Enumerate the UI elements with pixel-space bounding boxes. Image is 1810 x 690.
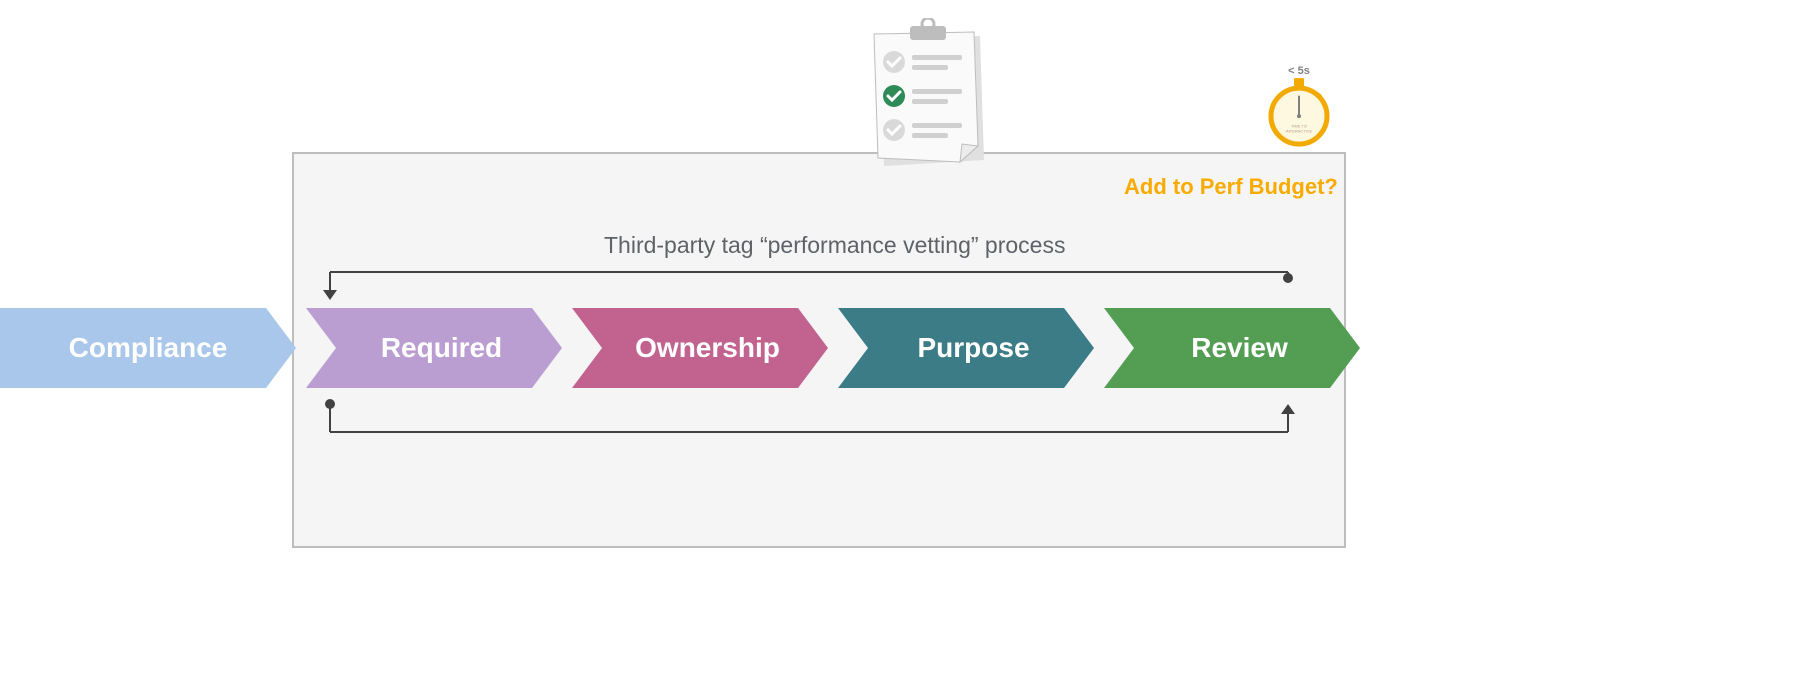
step-ownership: Ownership: [572, 308, 828, 388]
step-compliance: Compliance: [0, 308, 296, 388]
step-review: Review: [1104, 308, 1360, 388]
perf-budget-label: Add to Perf Budget?: [1124, 174, 1338, 200]
diagram-stage: Third-party tag “performance vetting” pr…: [0, 0, 1810, 690]
process-title: Third-party tag “performance vetting” pr…: [604, 232, 1065, 259]
step-required: Required: [306, 308, 562, 388]
step-label: Required: [366, 332, 502, 364]
clipboard-icon: [868, 18, 988, 168]
step-label: Compliance: [69, 332, 228, 364]
svg-text:INTERACTIVE: INTERACTIVE: [1286, 128, 1313, 133]
step-label: Purpose: [902, 332, 1029, 364]
stopwatch-icon: < 5s TIME TO INTERACTIVE: [1264, 64, 1334, 148]
step-purpose: Purpose: [838, 308, 1094, 388]
step-label: Ownership: [620, 332, 780, 364]
step-label: Review: [1176, 332, 1288, 364]
svg-text:< 5s: < 5s: [1288, 65, 1310, 77]
